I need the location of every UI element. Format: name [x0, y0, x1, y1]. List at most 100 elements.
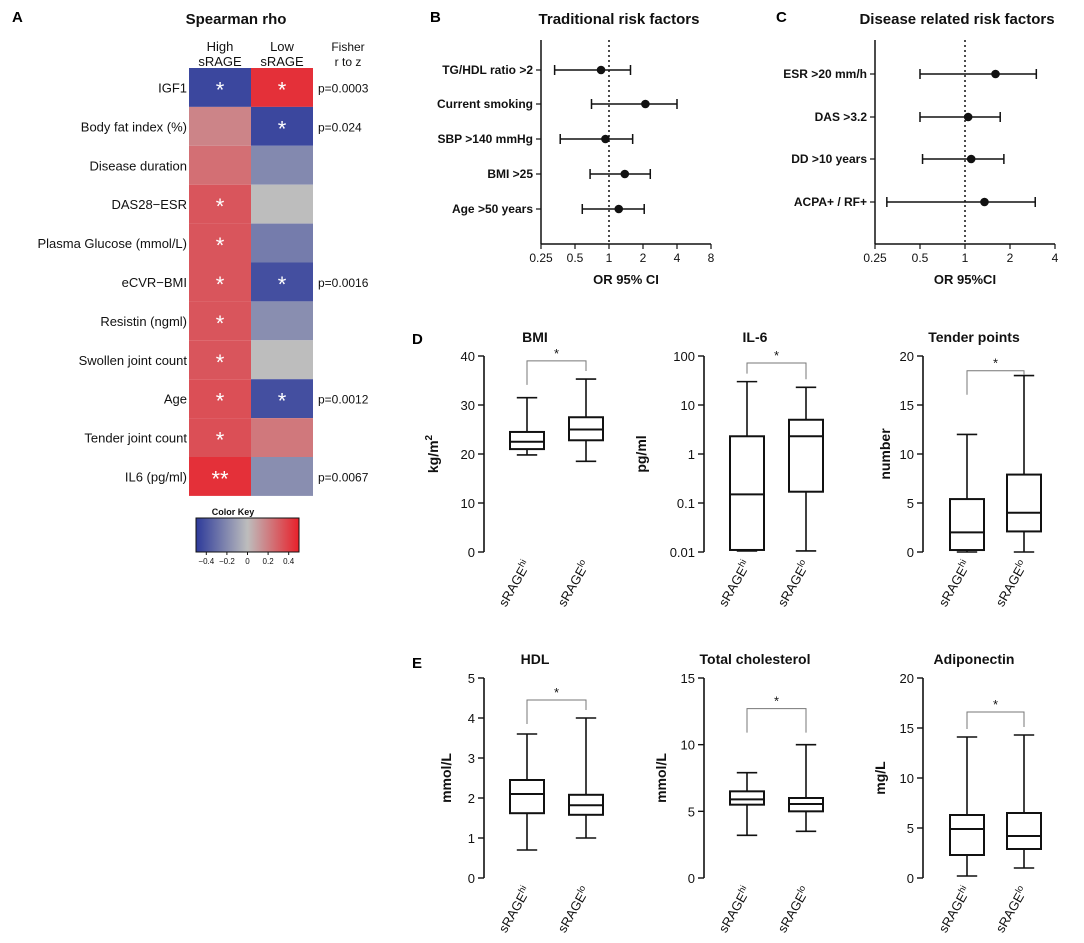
category-base: sRAGE — [554, 564, 589, 609]
boxplot-y-label: number — [877, 428, 893, 480]
heatmap-row-label: DAS28−ESR — [111, 197, 187, 212]
category-base: sRAGE — [935, 564, 970, 609]
boxplot-y-tick-label: 0 — [468, 871, 475, 886]
boxplot-y-tick-label: 5 — [907, 496, 914, 511]
forest-x-tick-label: 4 — [674, 251, 681, 265]
significance-star-low: * — [278, 272, 287, 297]
boxplot-total-cholesterol: Total cholesterol051015mmol/LsRAGEhisRAG… — [653, 651, 824, 936]
boxplot-y-label-text: pg/ml — [633, 435, 649, 472]
boxplot-box — [729, 435, 765, 551]
significance-marker: * — [993, 356, 998, 371]
boxplot-box — [949, 498, 985, 552]
category-base: sRAGE — [935, 890, 970, 935]
boxplot-y-tick-label: 5 — [688, 804, 695, 819]
boxplot-category-label: sRAGEhi — [495, 558, 534, 610]
boxplot-y-tick-label: 1 — [688, 447, 695, 462]
boxplot-y-tick-label: 0 — [688, 871, 695, 886]
heatmap-row-label: eCVR−BMI — [122, 275, 187, 290]
color-key-title: Color Key — [212, 507, 255, 517]
heatmap-row-label: Resistin (ngml) — [100, 314, 187, 329]
heatmap-cell-low — [251, 418, 313, 457]
heatmap-row-label: Body fat index (%) — [81, 119, 187, 134]
column-header-line1-1: Low — [270, 39, 294, 54]
boxplot-y-tick-label: 0.01 — [670, 545, 695, 560]
category-sup: lo — [575, 558, 587, 569]
boxplot-category-label: sRAGEhi — [495, 884, 534, 936]
boxplot-y-tick-label: 3 — [468, 751, 475, 766]
boxplot-box — [788, 418, 824, 493]
forest-point — [980, 197, 989, 207]
boxplot-y-label-text: number — [877, 428, 893, 480]
heatmap-row-label: Tender joint count — [84, 431, 187, 446]
category-sup: lo — [1013, 884, 1025, 895]
category-sup: lo — [795, 884, 807, 895]
boxplot-category-label: sRAGElo — [554, 558, 593, 610]
boxplot-y-tick-label: 10 — [681, 738, 695, 753]
boxplot-title: HDL — [521, 651, 550, 667]
boxplot-title: Total cholesterol — [700, 651, 811, 667]
boxplot-tender-points: Tender points05101520numbersRAGEhisRAGEl… — [877, 329, 1042, 610]
category-base: sRAGE — [774, 564, 809, 609]
forest-x-tick-label: 1 — [962, 251, 969, 265]
forest-row-label: TG/HDL ratio >2 — [442, 63, 533, 77]
boxplot-y-tick-label: 15 — [900, 721, 914, 736]
color-key-bar — [195, 517, 300, 553]
significance-marker: * — [554, 685, 559, 700]
boxplot-y-label-text: mmol/L — [438, 753, 454, 803]
fisher-p-value: p=0.0003 — [318, 81, 369, 95]
significance-star-high: * — [216, 389, 225, 414]
forest-x-tick-label: 2 — [1007, 251, 1014, 265]
heatmap-cell-low — [251, 106, 313, 146]
boxplot-y-tick-label: 0 — [907, 871, 914, 886]
column-header-line2-0: sRAGE — [198, 54, 242, 69]
forest-row-label: SBP >140 mmHg — [438, 132, 534, 146]
forest-x-tick-label: 0.5 — [912, 251, 929, 265]
heatmap-row-label: Plasma Glucose (mmol/L) — [37, 236, 187, 251]
category-base: sRAGE — [495, 890, 530, 935]
category-sup: hi — [516, 558, 528, 569]
boxplot-y-tick-label: 4 — [468, 711, 475, 726]
boxplot-y-label: kg/m2 — [424, 434, 441, 473]
boxplot-y-tick-label: 15 — [681, 671, 695, 686]
significance-star-low: * — [278, 116, 287, 141]
category-sup: hi — [736, 884, 748, 895]
boxplot-y-tick-label: 0 — [468, 545, 475, 560]
color-key-tick-label: 0 — [245, 557, 250, 566]
boxplot-category-label: sRAGElo — [992, 558, 1031, 610]
forest-row-label: ESR >20 mm/h — [783, 67, 867, 81]
boxplot-y-tick-label: 2 — [468, 791, 475, 806]
forest-row-label: BMI >25 — [487, 167, 533, 181]
boxplot-y-tick-label: 10 — [900, 771, 914, 786]
heatmap-cell-high — [189, 223, 251, 263]
forest-row-label: DD >10 years — [791, 152, 867, 166]
category-base: sRAGE — [992, 564, 1027, 609]
boxplot-box — [949, 814, 985, 856]
heatmap-cell-high — [189, 68, 251, 107]
significance-star-low: * — [278, 77, 287, 102]
boxplot-y-tick-label: 20 — [900, 349, 914, 364]
significance-star-high: * — [216, 311, 225, 336]
fisher-p-value: p=0.024 — [318, 120, 362, 134]
boxplot-category-label: sRAGElo — [774, 558, 813, 610]
boxplot-category-label: sRAGEhi — [715, 884, 754, 936]
significance-marker: * — [554, 346, 559, 361]
significance-bracket — [526, 699, 587, 724]
heatmap-cell-low — [251, 379, 313, 419]
heatmap-cell-low — [251, 145, 313, 185]
boxplot-box — [509, 430, 545, 451]
boxplot-y-tick-label: 1 — [468, 831, 475, 846]
significance-star-high: ** — [211, 466, 229, 491]
category-sup: hi — [516, 884, 528, 895]
heatmap-title: Spearman rho — [186, 11, 287, 28]
forest-row-label: DAS >3.2 — [815, 110, 868, 124]
category-base: sRAGE — [495, 564, 530, 609]
boxplot-y-label: mg/L — [872, 761, 888, 795]
boxplot-y-label-sup: 2 — [424, 434, 435, 440]
panel-letters: A B C D E — [12, 9, 787, 672]
heatmap-cell-high — [189, 106, 251, 146]
boxplot-y-tick-label: 10 — [900, 447, 914, 462]
significance-star-high: * — [216, 428, 225, 453]
